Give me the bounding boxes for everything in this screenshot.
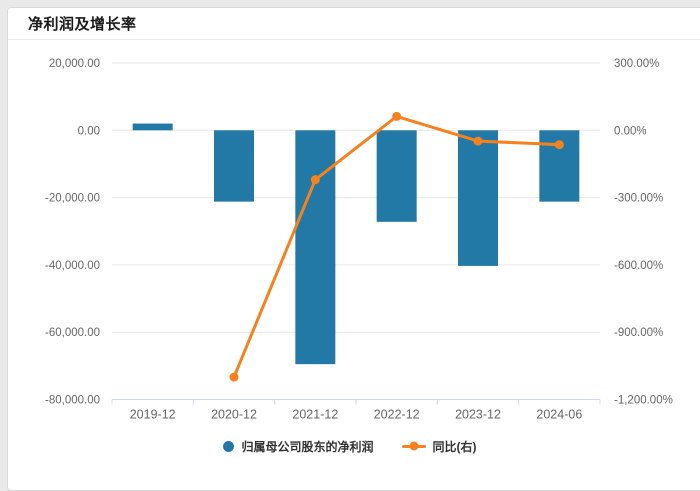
gridlines (112, 63, 600, 400)
svg-text:2019-12: 2019-12 (130, 408, 176, 422)
svg-text:300.00%: 300.00% (614, 58, 659, 70)
svg-text:0.00: 0.00 (78, 125, 100, 137)
bar-2021-12 (295, 130, 335, 364)
svg-text:-20,000.00: -20,000.00 (45, 193, 100, 205)
bar-series (133, 124, 580, 365)
svg-text:-900.00%: -900.00% (614, 327, 663, 339)
svg-text:-60,000.00: -60,000.00 (45, 327, 100, 339)
bar-2020-12 (214, 130, 254, 201)
svg-text:2023-12: 2023-12 (455, 408, 501, 422)
svg-text:0.00%: 0.00% (614, 125, 647, 137)
svg-text:2021-12: 2021-12 (292, 408, 338, 422)
line-point (311, 175, 320, 184)
line-point (474, 137, 483, 146)
svg-text:-80,000.00: -80,000.00 (45, 395, 100, 407)
svg-text:-1,200.00%: -1,200.00% (614, 395, 673, 407)
chart-legend: 归属母公司股东的净利润 同比(右) (0, 436, 700, 456)
line-point (392, 112, 401, 121)
line-point (230, 373, 239, 382)
legend-item-net-profit[interactable]: 归属母公司股东的净利润 (223, 438, 373, 455)
bar-2023-12 (458, 130, 498, 266)
axis-labels: 20,000.00 300.00% 0.00 0.00% -20,000.00 -300.… (45, 58, 673, 407)
legend-item-yoy[interactable]: 同比(右) (402, 438, 477, 455)
line-series-marker-icon (402, 442, 426, 451)
svg-text:-300.00%: -300.00% (614, 193, 663, 205)
chart-area: 20,000.00 300.00% 0.00 0.00% -20,000.00 -300.… (0, 0, 700, 432)
bar-2022-12 (377, 130, 417, 222)
legend-label-yoy: 同比(右) (433, 438, 477, 455)
legend-label-net-profit: 归属母公司股东的净利润 (241, 438, 373, 455)
svg-text:2022-12: 2022-12 (374, 408, 420, 422)
svg-text:2020-12: 2020-12 (211, 408, 257, 422)
x-axis: 2019-12 2020-12 2021-12 2022-12 2023-12 2024-… (112, 400, 600, 422)
line-point (555, 140, 564, 149)
bar-2019-12 (133, 124, 173, 131)
combo-chart: 20,000.00 300.00% 0.00 0.00% -20,000.00 -300.… (0, 0, 700, 432)
bar-series-marker-icon (223, 441, 234, 452)
svg-text:2024-06: 2024-06 (536, 408, 582, 422)
svg-text:-40,000.00: -40,000.00 (45, 260, 100, 272)
svg-text:-600.00%: -600.00% (614, 260, 663, 272)
svg-text:20,000.00: 20,000.00 (49, 58, 100, 70)
